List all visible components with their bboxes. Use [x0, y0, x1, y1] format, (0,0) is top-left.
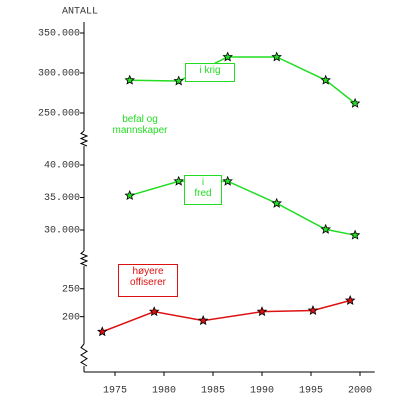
- y-tick-label: 30.000: [44, 226, 80, 237]
- data-point: [256, 306, 268, 317]
- legend-box: i fred: [184, 175, 222, 205]
- data-point: [271, 51, 282, 62]
- data-point: [222, 175, 233, 186]
- data-point: [197, 315, 209, 326]
- x-tick-label: 2000: [348, 386, 372, 397]
- data-point: [344, 294, 356, 305]
- axis-break-gap: [80, 131, 88, 146]
- y-tick-label: 250: [62, 284, 80, 295]
- series-line: [129, 180, 356, 236]
- legend-box: høyere offiserer: [118, 264, 178, 297]
- data-point: [271, 197, 282, 208]
- axis-break: [80, 343, 88, 367]
- series-line: [129, 56, 356, 104]
- y-tick-label: 300.000: [38, 69, 80, 80]
- data-point: [173, 75, 184, 86]
- data-point: [148, 306, 160, 317]
- data-point: [124, 74, 135, 85]
- y-tick-label: 200: [62, 312, 80, 323]
- y-tick-label: 35.000: [44, 193, 80, 204]
- data-point: [222, 51, 233, 62]
- axis-break: [79, 130, 89, 147]
- y-tick-label: 350.000: [38, 29, 80, 40]
- data-point: [349, 229, 361, 240]
- y-tick-label: 250.000: [38, 109, 80, 120]
- y-axis-title: ANTALL: [62, 7, 98, 18]
- data-point: [349, 97, 361, 108]
- axis-break-gap: [80, 344, 88, 366]
- annotation: befal og mannskaper: [112, 114, 168, 136]
- series-line: [101, 299, 351, 333]
- data-point: [173, 175, 184, 186]
- axis-break-gap: [80, 251, 88, 266]
- data-point: [307, 304, 319, 316]
- x-tick-label: 1975: [103, 386, 127, 397]
- data-point: [96, 326, 108, 337]
- data-point: [124, 190, 135, 201]
- x-tick-label: 1980: [152, 386, 176, 397]
- axis-break: [79, 250, 89, 267]
- x-tick-label: 1985: [201, 386, 225, 397]
- x-tick-label: 1990: [250, 386, 274, 397]
- y-tick-label: 40.000: [44, 161, 80, 172]
- data-point: [320, 74, 331, 85]
- x-tick-label: 1995: [299, 386, 323, 397]
- legend-box: i krig: [185, 63, 235, 82]
- data-point: [320, 223, 331, 234]
